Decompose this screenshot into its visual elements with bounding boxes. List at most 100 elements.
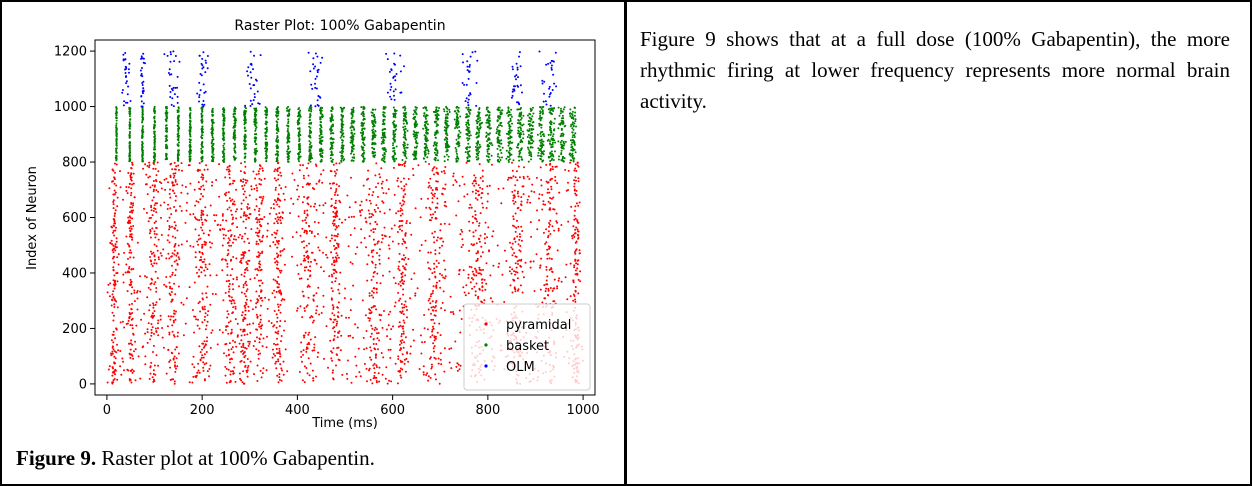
spike-point-pyramidal xyxy=(276,282,279,285)
spike-point-pyramidal xyxy=(224,194,227,197)
spike-point-basket xyxy=(361,148,364,151)
spike-point-pyramidal xyxy=(308,229,311,232)
spike-point-pyramidal xyxy=(261,199,264,202)
spike-point-pyramidal xyxy=(154,258,156,261)
spike-point-pyramidal xyxy=(573,185,576,188)
spike-point-pyramidal xyxy=(350,176,352,179)
spike-point-pyramidal xyxy=(201,321,204,324)
spike-point-pyramidal xyxy=(278,291,281,294)
spike-point-basket xyxy=(320,133,323,136)
spike-point-pyramidal xyxy=(380,241,383,244)
spike-point-pyramidal xyxy=(483,299,486,302)
spike-point-pyramidal xyxy=(117,263,120,266)
spike-point-basket xyxy=(319,141,322,144)
spike-point-pyramidal xyxy=(377,182,380,185)
spike-point-basket xyxy=(276,150,278,153)
spike-point-pyramidal xyxy=(169,285,172,288)
spike-point-basket xyxy=(189,135,192,138)
spike-point-pyramidal xyxy=(134,348,137,351)
spike-point-pyramidal xyxy=(454,179,457,182)
spike-point-pyramidal xyxy=(236,226,239,229)
spike-point-basket xyxy=(286,130,289,133)
spike-point-pyramidal xyxy=(378,339,381,342)
spike-point-pyramidal xyxy=(129,178,132,181)
spike-point-pyramidal xyxy=(333,334,336,337)
spike-point-pyramidal xyxy=(271,233,274,236)
spike-point-pyramidal xyxy=(115,184,118,187)
spike-point-pyramidal xyxy=(464,294,467,297)
spike-point-pyramidal xyxy=(474,290,477,293)
spike-point-pyramidal xyxy=(471,287,474,290)
spike-point-pyramidal xyxy=(244,172,246,175)
spike-point-pyramidal xyxy=(203,363,206,366)
spike-point-pyramidal xyxy=(403,258,406,261)
spike-point-pyramidal xyxy=(132,333,135,336)
spike-point-pyramidal xyxy=(259,369,262,372)
spike-point-pyramidal xyxy=(330,170,333,173)
spike-point-pyramidal xyxy=(436,236,439,239)
spike-point-pyramidal xyxy=(241,311,244,314)
spike-point-basket xyxy=(141,127,144,129)
spike-point-pyramidal xyxy=(405,357,408,360)
spike-point-pyramidal xyxy=(336,242,338,245)
spike-point-pyramidal xyxy=(542,231,545,234)
spike-point-pyramidal xyxy=(401,212,404,215)
spike-point-pyramidal xyxy=(129,281,132,284)
spike-point-pyramidal xyxy=(275,179,278,182)
spike-point-pyramidal xyxy=(314,336,317,339)
spike-point-pyramidal xyxy=(375,381,378,384)
spike-point-pyramidal xyxy=(312,294,315,297)
spike-point-pyramidal xyxy=(315,312,317,315)
spike-point-basket xyxy=(233,129,236,132)
spike-point-pyramidal xyxy=(173,161,176,164)
spike-point-basket xyxy=(244,155,247,158)
spike-point-basket xyxy=(153,142,156,145)
spike-point-pyramidal xyxy=(467,276,470,279)
spike-point-pyramidal xyxy=(196,324,199,327)
spike-point-pyramidal xyxy=(207,310,210,313)
spike-point-pyramidal xyxy=(298,169,301,172)
spike-point-basket xyxy=(330,128,333,131)
spike-point-pyramidal xyxy=(258,341,261,344)
spike-point-pyramidal xyxy=(300,341,303,344)
spike-point-pyramidal xyxy=(113,215,116,217)
spike-point-pyramidal xyxy=(211,184,213,187)
spike-point-basket xyxy=(342,135,345,138)
spike-point-pyramidal xyxy=(170,315,173,318)
spike-point-pyramidal xyxy=(296,309,298,312)
spike-point-pyramidal xyxy=(375,328,378,331)
spike-point-pyramidal xyxy=(520,196,523,199)
spike-point-pyramidal xyxy=(432,290,434,292)
spike-point-pyramidal xyxy=(260,304,262,307)
spike-point-pyramidal xyxy=(574,192,577,195)
spike-point-pyramidal xyxy=(469,281,472,284)
spike-point-pyramidal xyxy=(400,204,403,207)
spike-point-pyramidal xyxy=(481,251,484,254)
spike-point-pyramidal xyxy=(423,314,426,316)
spike-point-pyramidal xyxy=(398,321,401,324)
spike-point-pyramidal xyxy=(180,162,183,165)
spike-point-pyramidal xyxy=(458,184,461,187)
spike-point-pyramidal xyxy=(302,259,305,262)
spike-point-pyramidal xyxy=(542,200,545,203)
spike-point-pyramidal xyxy=(399,224,401,227)
spike-point-pyramidal xyxy=(111,374,114,377)
spike-point-pyramidal xyxy=(387,188,390,191)
spike-point-pyramidal xyxy=(574,163,577,166)
spike-point-pyramidal xyxy=(510,272,513,275)
spike-point-basket xyxy=(141,160,144,163)
spike-point-pyramidal xyxy=(114,373,117,376)
spike-point-pyramidal xyxy=(373,362,376,365)
spike-point-pyramidal xyxy=(205,292,208,295)
spike-point-pyramidal xyxy=(383,310,385,312)
spike-point-pyramidal xyxy=(252,170,255,173)
spike-point-pyramidal xyxy=(442,276,445,279)
spike-point-pyramidal xyxy=(206,370,209,373)
spike-point-pyramidal xyxy=(258,254,261,257)
spike-point-pyramidal xyxy=(574,269,577,272)
spike-point-pyramidal xyxy=(481,285,484,288)
spike-point-basket xyxy=(275,157,278,160)
spike-point-pyramidal xyxy=(403,162,406,165)
spike-point-pyramidal xyxy=(369,356,371,359)
spike-point-basket xyxy=(212,128,214,131)
